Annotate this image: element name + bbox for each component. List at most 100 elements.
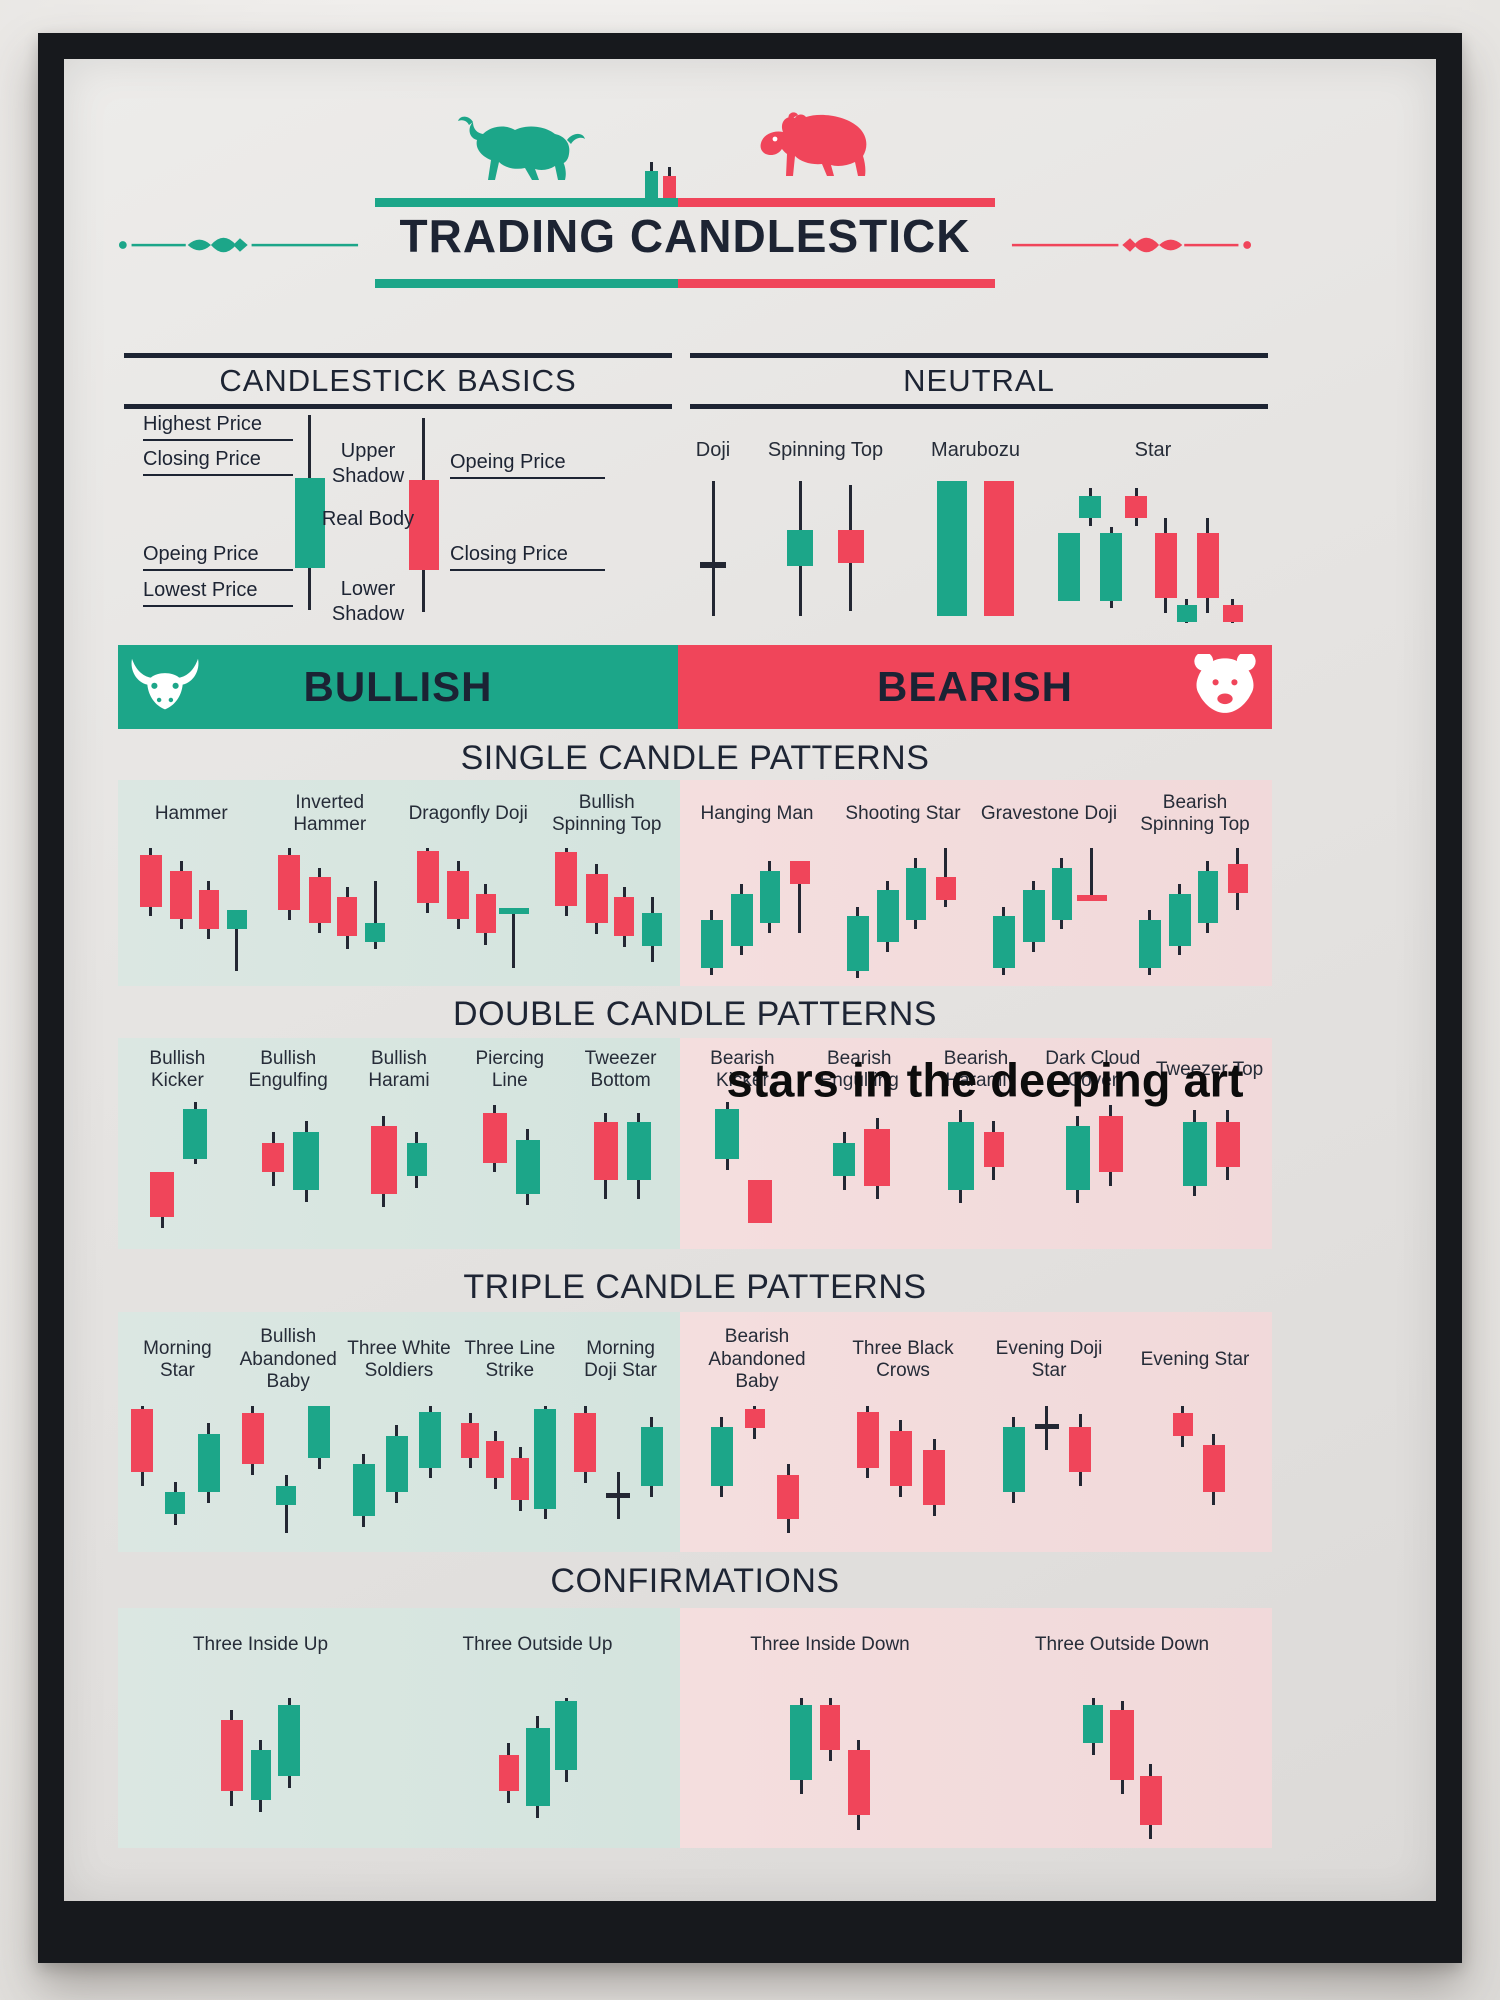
pattern-column: Bullish Abandoned Baby (233, 1318, 344, 1552)
pattern-candles (127, 1102, 227, 1237)
neutral-figure-label: Doji (695, 439, 731, 461)
pattern-candles (569, 1406, 673, 1544)
pattern-label: Shooting Star (845, 802, 961, 824)
bullish-banner: BULLISH (118, 645, 678, 729)
pattern-label: Inverted Hammer (293, 791, 367, 835)
pattern-column: Bearish Harami (918, 1044, 1035, 1249)
pattern-column: Gravestone Doji (976, 786, 1122, 986)
label-lowest-price: Lowest Price (143, 579, 293, 607)
candle-body (241, 1412, 264, 1464)
candle-body (820, 1705, 840, 1751)
candle-body (710, 1426, 733, 1487)
singles-panel: Hammer Inverted Hammer Dragonfly Doji Bulli… (118, 780, 1272, 986)
pattern-candles (238, 1102, 338, 1237)
bullish-label: BULLISH (303, 663, 493, 710)
pattern-label: Evening Star (1140, 1348, 1250, 1370)
candle-body (1125, 495, 1148, 518)
candle-body (278, 854, 301, 911)
pattern-label: Morning Star (143, 1337, 212, 1381)
pattern-candles (926, 1102, 1026, 1237)
candle-body (183, 1108, 208, 1159)
pattern-label: Three Outside Down (1034, 1633, 1210, 1655)
pattern-candles (705, 1406, 809, 1544)
pattern-column: Morning Star (122, 1318, 233, 1552)
pattern-label: Bullish Harami (368, 1047, 430, 1091)
candle-body (1079, 495, 1101, 518)
candle-body (461, 1422, 480, 1459)
pattern-label: Bullish Abandoned Baby (239, 1326, 337, 1393)
candle-body (262, 1142, 285, 1173)
neutral-figure-candles (688, 473, 738, 623)
label-highest-price: Highest Price (143, 413, 293, 441)
pattern-label: Bearish Abandoned Baby (708, 1326, 806, 1393)
candle-body (131, 1408, 154, 1473)
pattern-candles (986, 848, 1112, 978)
pattern-label: Bearish Harami (943, 1047, 1009, 1091)
candle-body (837, 530, 864, 563)
candle-body (574, 1412, 597, 1473)
candle-body (1065, 1126, 1090, 1190)
pattern-label: Dragonfly Doji (408, 802, 528, 824)
doji-cross (700, 561, 726, 568)
candle-body (1168, 893, 1191, 946)
pattern-label: Hammer (154, 802, 228, 824)
candle-body (139, 854, 162, 907)
pattern-candles (544, 848, 670, 978)
candle-wick (373, 880, 377, 950)
candle-body (385, 1436, 408, 1492)
bearish-banner: BEARISH (678, 645, 1272, 729)
pattern-column: Tweezer Top (1151, 1044, 1268, 1249)
pattern-label: Bearish Kicker (710, 1047, 775, 1091)
label-opening-price-left: Opeing Price (143, 543, 293, 571)
candle-body (593, 1122, 618, 1181)
pattern-column: Bullish Kicker (122, 1044, 233, 1249)
doubles-bearish-half: Bearish Kicker Bearish Engulfing Bearish H… (680, 1038, 1272, 1249)
bear-head-icon (1194, 654, 1256, 713)
confirmations-heading: CONFIRMATIONS (550, 1562, 840, 1600)
pattern-candles (405, 848, 531, 978)
watermark-text: stars in the deeping art (726, 1053, 1244, 1107)
pattern-column: Evening Star (1122, 1318, 1268, 1552)
candle-wick (1090, 848, 1094, 902)
pattern-candles (840, 848, 966, 978)
candle-body (198, 889, 219, 929)
label-upper-shadow: Upper Shadow (331, 440, 405, 487)
candle-body (276, 1486, 297, 1506)
candle-body (876, 889, 899, 942)
label-closing-price-left: Closing Price (143, 448, 293, 476)
pattern-candles (571, 1102, 671, 1237)
neutral-figure-label: Marubozu (931, 439, 1020, 461)
candle-body (486, 1440, 505, 1478)
candle-body (640, 1426, 663, 1487)
pattern-label: Morning Doji Star (584, 1337, 658, 1381)
trading-candlestick-poster: TRADING CANDLESTICK CA (64, 59, 1436, 1901)
candle-body (482, 1112, 507, 1163)
poster-title: TRADING CANDLESTICK (399, 210, 971, 262)
pattern-column: Bearish Engulfing (801, 1044, 918, 1249)
candle-body (626, 1122, 651, 1181)
pattern-column: Three Inside Down (684, 1614, 976, 1848)
candle-body (555, 1700, 578, 1770)
candle-body (864, 1129, 891, 1186)
pattern-label: Three White Soldiers (347, 1337, 451, 1381)
bull-icon (458, 116, 585, 180)
pattern-label: Bullish Engulfing (248, 1047, 328, 1091)
candle-body (935, 876, 956, 900)
pattern-column: Three Outside Down (976, 1614, 1268, 1848)
neutral-figure-candles (1048, 473, 1258, 623)
pattern-candles (267, 848, 393, 978)
candle-body (1139, 1775, 1162, 1826)
neutral-figure-label: Star (1134, 439, 1172, 461)
bull-head-icon (131, 658, 199, 710)
label-lower-shadow: Lower Shadow (331, 578, 405, 625)
neutral-figure: Doji (653, 439, 773, 623)
pattern-candles (1143, 1406, 1247, 1544)
pattern-label: Bearish Engulfing (819, 1047, 899, 1091)
label-opening-price-right: Opeing Price (450, 451, 605, 479)
bear-icon (760, 112, 867, 176)
candle-body (406, 1142, 427, 1177)
flourish-right-icon (1011, 237, 1252, 253)
candle-body (1022, 889, 1045, 942)
candle-body (947, 1122, 974, 1190)
candle-wick (512, 910, 516, 968)
